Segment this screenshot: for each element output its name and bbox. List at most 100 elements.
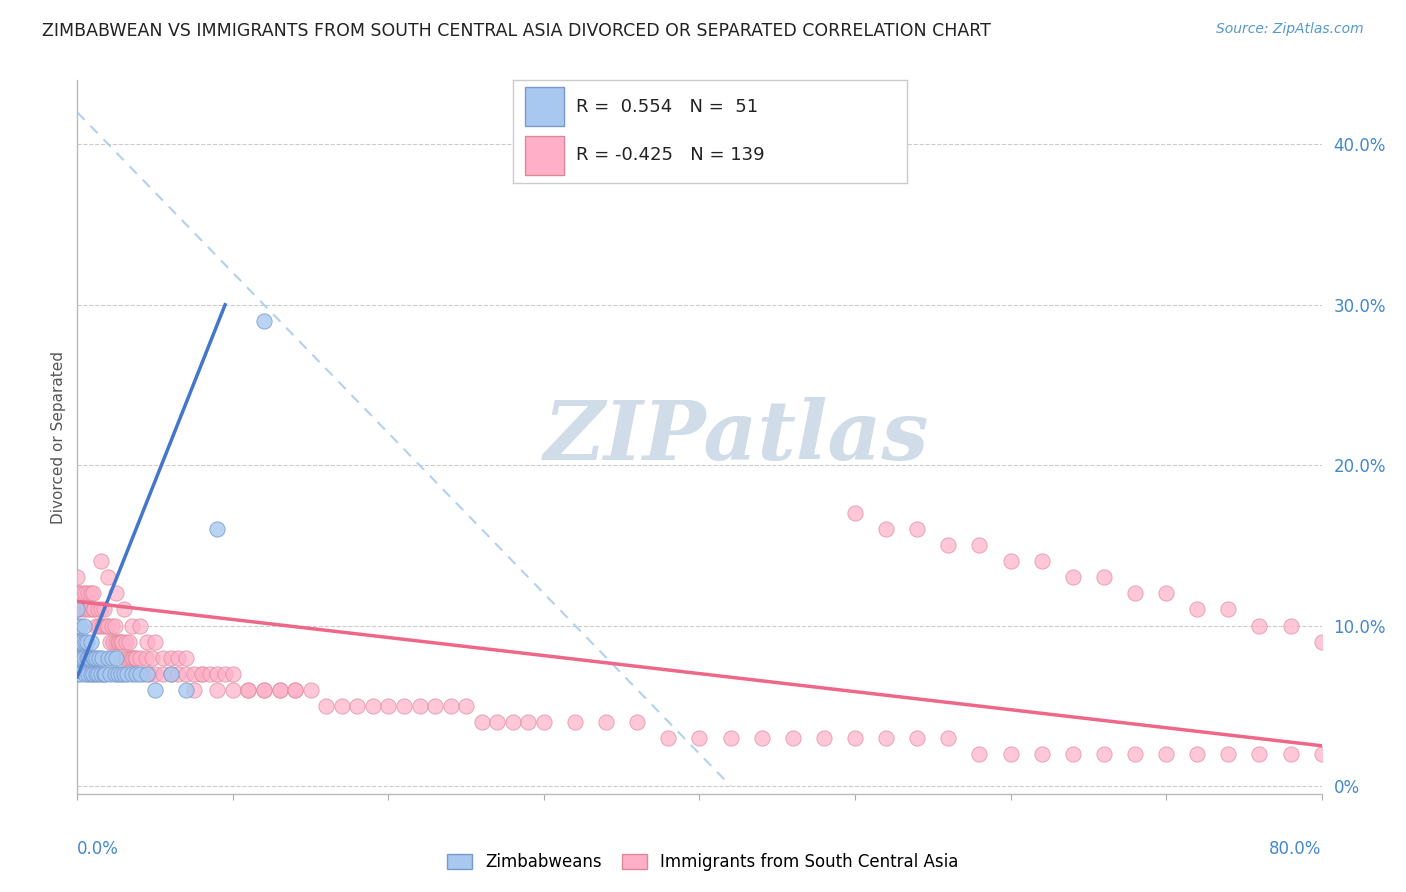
Point <box>689 731 711 745</box>
Point <box>152 650 174 665</box>
Point <box>66 602 89 616</box>
Point <box>114 634 136 648</box>
Point <box>284 682 307 697</box>
Point <box>76 602 98 616</box>
Point <box>269 682 291 697</box>
Point <box>136 666 159 681</box>
Point <box>253 314 276 328</box>
Point <box>167 650 190 665</box>
Point <box>67 634 90 648</box>
Point <box>207 666 229 681</box>
Point <box>1310 747 1333 761</box>
Point <box>136 634 159 648</box>
Point <box>299 682 322 697</box>
Point <box>104 666 127 681</box>
Point <box>253 682 276 697</box>
Point <box>1031 747 1053 761</box>
Point <box>1218 602 1240 616</box>
Point <box>121 666 143 681</box>
Point <box>101 634 124 648</box>
Point <box>1092 747 1115 761</box>
Point <box>392 698 415 713</box>
Point <box>112 666 135 681</box>
Point <box>143 666 166 681</box>
Point <box>125 650 148 665</box>
Point <box>69 618 91 632</box>
Point <box>1279 747 1302 761</box>
Point <box>720 731 742 745</box>
Point <box>128 666 150 681</box>
Point <box>198 666 221 681</box>
Point <box>1218 747 1240 761</box>
Point <box>377 698 399 713</box>
Text: ZIPatlas: ZIPatlas <box>544 397 929 477</box>
Point <box>315 698 337 713</box>
Point <box>94 666 117 681</box>
Point <box>107 634 129 648</box>
Point <box>66 650 89 665</box>
Point <box>76 650 98 665</box>
Point <box>75 666 97 681</box>
Point <box>115 650 138 665</box>
Point <box>751 731 773 745</box>
Text: R =  0.554   N =  51: R = 0.554 N = 51 <box>576 98 758 116</box>
Point <box>125 666 148 681</box>
Point <box>66 634 89 648</box>
Point <box>110 634 132 648</box>
Point <box>107 666 129 681</box>
Point <box>1310 634 1333 648</box>
Point <box>86 602 108 616</box>
Point <box>112 602 135 616</box>
Point <box>159 666 181 681</box>
Point <box>120 650 142 665</box>
Point <box>471 714 494 729</box>
Point <box>238 682 260 697</box>
Point <box>69 602 91 616</box>
Point <box>111 634 134 648</box>
Point <box>90 602 112 616</box>
Point <box>66 602 89 616</box>
Point <box>66 618 89 632</box>
Point <box>128 650 150 665</box>
Point <box>108 634 131 648</box>
Point <box>105 650 128 665</box>
Point <box>66 586 89 600</box>
Point <box>70 650 93 665</box>
Point <box>121 618 143 632</box>
Point <box>875 731 897 745</box>
Legend: Zimbabweans, Immigrants from South Central Asia: Zimbabweans, Immigrants from South Centr… <box>439 845 967 880</box>
Point <box>1000 554 1022 568</box>
Point <box>159 650 181 665</box>
Point <box>1123 586 1146 600</box>
Point <box>207 682 229 697</box>
Point <box>77 586 100 600</box>
Point <box>79 602 101 616</box>
Point <box>70 586 93 600</box>
Point <box>69 666 91 681</box>
Point <box>67 650 90 665</box>
Point <box>174 682 197 697</box>
Point <box>183 682 205 697</box>
Text: R = -0.425   N = 139: R = -0.425 N = 139 <box>576 146 765 164</box>
Point <box>346 698 368 713</box>
Point <box>75 634 97 648</box>
Point <box>97 618 120 632</box>
Point <box>533 714 555 729</box>
Point <box>124 650 146 665</box>
Point <box>844 506 866 520</box>
FancyBboxPatch shape <box>524 136 564 175</box>
Point <box>938 538 960 552</box>
Point <box>82 602 104 616</box>
Point <box>330 698 353 713</box>
Point <box>905 522 928 536</box>
Point <box>72 650 94 665</box>
Point <box>1187 602 1209 616</box>
Point <box>122 650 145 665</box>
Y-axis label: Divorced or Separated: Divorced or Separated <box>51 351 66 524</box>
Point <box>94 618 117 632</box>
Point <box>440 698 463 713</box>
Point <box>77 650 100 665</box>
Point <box>222 682 245 697</box>
Point <box>87 650 110 665</box>
Point <box>80 586 103 600</box>
